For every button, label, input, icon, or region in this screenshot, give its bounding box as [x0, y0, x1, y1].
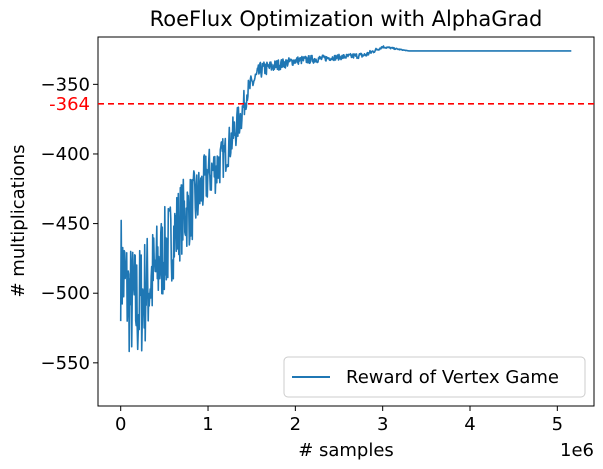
y-tick-label: −400 [41, 144, 90, 165]
x-tick-label: 3 [377, 414, 388, 435]
legend-label: Reward of Vertex Game [346, 367, 559, 388]
x-tick-label: 2 [290, 414, 301, 435]
series-line [119, 45, 572, 353]
y-tick-label: −550 [41, 353, 90, 374]
x-tick-label: 4 [464, 414, 475, 435]
reference-line-label: -364 [49, 94, 90, 115]
y-tick-label: −350 [41, 74, 90, 95]
x-tick-label: 1 [202, 414, 213, 435]
chart-title: RoeFlux Optimization with AlphaGrad [150, 7, 543, 31]
series-layer [119, 45, 572, 353]
legend-box [283, 356, 586, 398]
y-tick-label: −500 [41, 283, 90, 304]
x-tick-label: 0 [115, 414, 126, 435]
x-tick-label: 5 [552, 414, 563, 435]
x-axis: 0 1 2 3 4 5 [115, 406, 563, 435]
y-axis-label: # multiplications [8, 144, 29, 297]
legend: Reward of Vertex Game [283, 356, 586, 398]
y-tick-label: −450 [41, 214, 90, 235]
plot-area-frame [97, 36, 595, 407]
x-axis-scale-label: 1e6 [560, 440, 594, 461]
x-axis-label: # samples [298, 440, 394, 461]
reference-line-layer: -364 [49, 94, 594, 115]
y-axis: −550 −500 −450 −400 −350 [41, 74, 98, 374]
